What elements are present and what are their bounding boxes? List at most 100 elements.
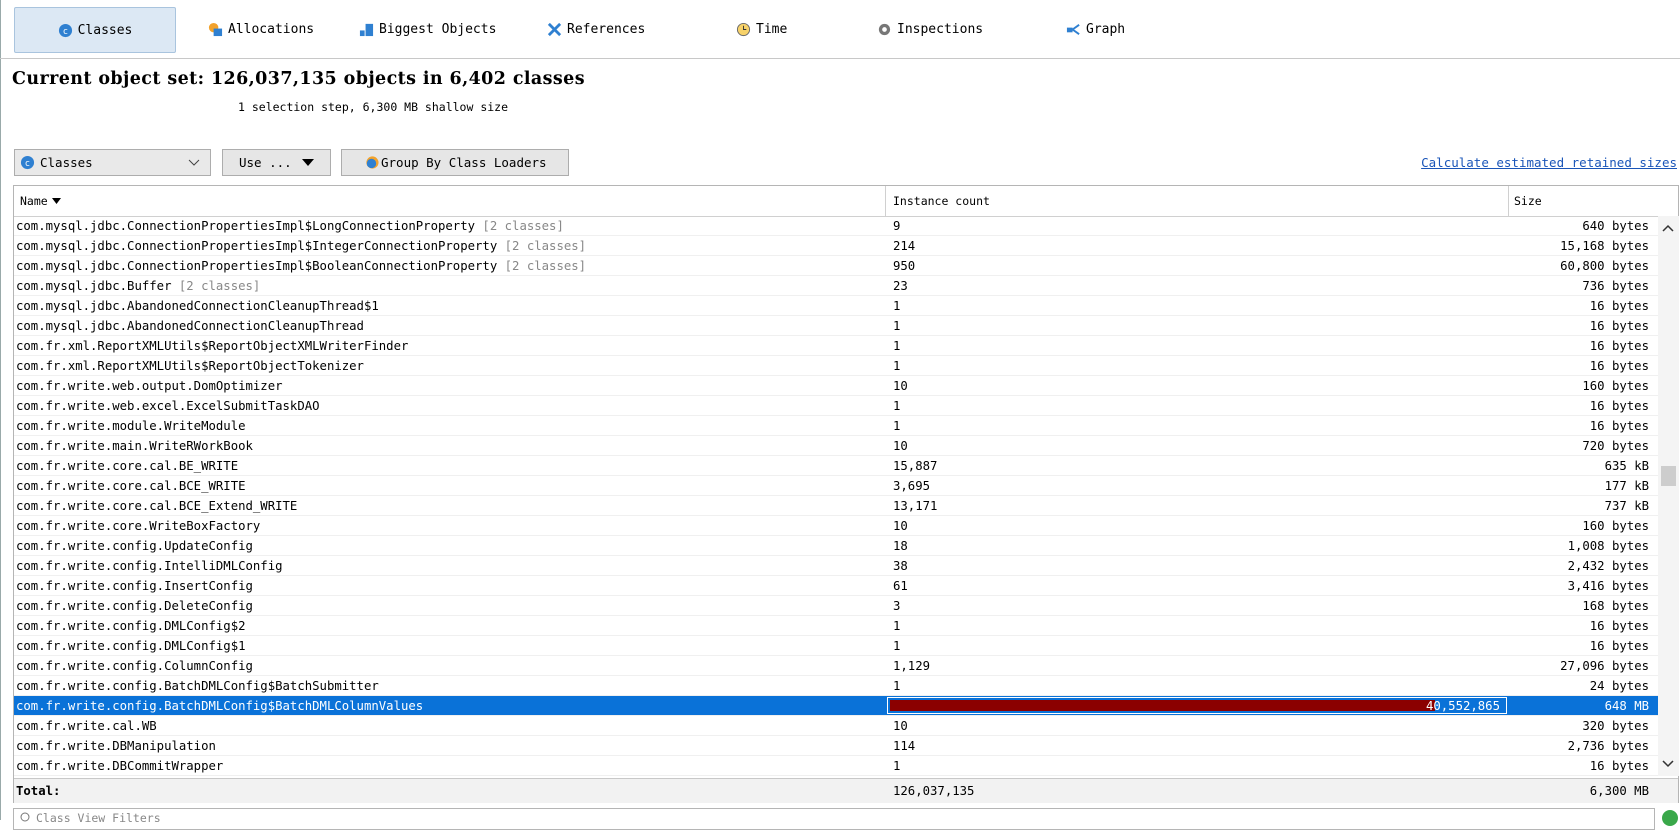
table-row[interactable]: com.fr.xml.ReportXMLUtils$ReportObjectXM… — [14, 336, 1658, 356]
instance-count: 10 — [893, 519, 908, 533]
table-row[interactable]: com.mysql.jdbc.ConnectionPropertiesImpl$… — [14, 256, 1658, 276]
class-name: com.mysql.jdbc.AbandonedConnectionCleanu… — [16, 299, 379, 313]
table-row[interactable]: com.fr.write.core.cal.BE_WRITE 15,887 635 … — [14, 456, 1658, 476]
table-row[interactable]: com.fr.write.config.ColumnConfig 1,129 27,… — [14, 656, 1658, 676]
subtitle: 1 selection step, 6,300 MB shallow size — [238, 100, 509, 114]
size: 2,432 bytes — [1567, 559, 1649, 573]
class-name: com.fr.write.config.DeleteConfig — [16, 599, 253, 613]
table-row[interactable]: com.fr.write.config.DMLConfig$1 1 16 bytes — [14, 636, 1658, 656]
column-header[interactable]: Name — [20, 194, 62, 208]
tab-label: Graph — [1086, 21, 1126, 37]
class-name-cell: com.fr.write.config.InsertConfig — [16, 576, 882, 596]
table-row[interactable]: com.fr.write.DBManipulation 114 2,736 byte… — [14, 736, 1658, 756]
instance-count: 61 — [893, 579, 908, 593]
instance-count: 15,887 — [893, 459, 938, 473]
left-edge — [0, 0, 1, 820]
instance-count-cell: 15,887 — [893, 456, 1503, 476]
instance-count: 1 — [893, 399, 901, 413]
table-row[interactable]: com.mysql.jdbc.ConnectionPropertiesImpl$… — [14, 216, 1658, 236]
scroll-down[interactable] — [1662, 760, 1674, 768]
class-name: com.mysql.jdbc.ConnectionPropertiesImpl$… — [16, 239, 498, 253]
class-name: com.fr.write.core.cal.BCE_WRITE — [16, 479, 246, 493]
scrollbar[interactable] — [1658, 216, 1679, 776]
dropdown-arrow — [188, 159, 200, 166]
size: 60,800 bytes — [1560, 259, 1649, 273]
instance-count-cell: 3 — [893, 596, 1503, 616]
table-row[interactable]: com.fr.xml.ReportXMLUtils$ReportObjectTo… — [14, 356, 1658, 376]
use-button[interactable]: Use ... — [222, 149, 331, 176]
tab[interactable]: c Classes — [14, 7, 176, 53]
size: 160 bytes — [1582, 379, 1649, 393]
table-row[interactable]: com.fr.write.config.IntelliDMLConfig 38 2,… — [14, 556, 1658, 576]
table-row[interactable]: com.mysql.jdbc.ConnectionPropertiesImpl$… — [14, 236, 1658, 256]
view-select[interactable]: c Classes — [14, 149, 211, 176]
svg-text:c: c — [63, 25, 68, 35]
size: 640 bytes — [1582, 219, 1649, 233]
instance-count-cell: 10 — [893, 376, 1503, 396]
tab[interactable]: Inspections — [877, 7, 983, 51]
icon — [359, 23, 374, 36]
table-row[interactable]: com.mysql.jdbc.AbandonedConnectionCleanu… — [14, 296, 1658, 316]
table-row[interactable]: com.fr.write.config.DeleteConfig 3 168 byt… — [14, 596, 1658, 616]
instance-count: 1 — [893, 419, 901, 433]
table-row[interactable]: com.fr.write.core.cal.BCE_WRITE 3,695 177 … — [14, 476, 1658, 496]
table-row[interactable]: com.fr.write.core.WriteBoxFactory 10 160 b… — [14, 516, 1658, 536]
table-row[interactable]: com.fr.write.web.output.DomOptimizer 10 16… — [14, 376, 1658, 396]
table-row[interactable]: com.fr.write.config.InsertConfig 61 3,416 … — [14, 576, 1658, 596]
instance-count: 1,129 — [893, 659, 931, 673]
instance-count: 1 — [893, 759, 901, 773]
instance-count-cell: 1 — [893, 336, 1503, 356]
instance-count-cell: 1 — [893, 636, 1503, 656]
size: 320 bytes — [1582, 719, 1649, 733]
size: 720 bytes — [1582, 439, 1649, 453]
table-row[interactable]: com.fr.write.main.WriteRWorkBook 10 720 by… — [14, 436, 1658, 456]
table-row[interactable]: com.fr.write.config.BatchDMLConfig$Batch… — [14, 696, 1658, 716]
class-name-cell: com.fr.write.DBCommitWrapper — [16, 756, 882, 776]
tab[interactable]: Allocations — [208, 7, 314, 51]
icon: c — [20, 155, 35, 170]
tab[interactable]: References — [547, 7, 645, 51]
column-header[interactable]: Instance count — [893, 194, 990, 208]
table-row[interactable]: com.fr.write.core.cal.BCE_Extend_WRITE 13… — [14, 496, 1658, 516]
tab[interactable]: Time — [736, 7, 787, 51]
scroll-thumb[interactable] — [1661, 466, 1676, 486]
column-header[interactable]: Size — [1514, 194, 1542, 208]
table-row[interactable]: com.fr.write.cal.WB 10 320 bytes — [14, 716, 1658, 736]
sort-arrow — [51, 198, 61, 204]
instance-count-cell: 3,695 — [893, 476, 1503, 496]
filter-box[interactable]: Class View Filters — [13, 808, 1655, 830]
table-row[interactable]: com.fr.write.module.WriteModule 1 16 bytes — [14, 416, 1658, 436]
instance-count: 950 — [893, 259, 916, 273]
class-name: com.fr.write.DBManipulation — [16, 739, 216, 753]
dropdown-arrow — [301, 158, 314, 166]
total-size: 6,300 MB — [1589, 784, 1649, 798]
instance-count-cell: 18 — [893, 536, 1503, 556]
group-button[interactable]: Group By Class Loaders — [341, 149, 569, 176]
class-name-cell: com.fr.write.web.output.DomOptimizer — [16, 376, 882, 396]
icon: c — [58, 23, 72, 37]
total-count: 126,037,135 — [893, 784, 975, 798]
scroll-up[interactable] — [1662, 224, 1674, 232]
class-count-note: [2 classes] — [504, 239, 587, 253]
svg-text:c: c — [25, 158, 30, 168]
size: 737 kB — [1604, 499, 1649, 513]
table-row[interactable]: com.fr.write.config.DMLConfig$2 1 16 bytes — [14, 616, 1658, 636]
table-row[interactable]: com.fr.write.config.UpdateConfig 18 1,008 … — [14, 536, 1658, 556]
class-name-cell: com.fr.xml.ReportXMLUtils$ReportObjectXM… — [16, 336, 882, 356]
size: 16 bytes — [1589, 639, 1649, 653]
tab[interactable]: Graph — [1066, 7, 1125, 51]
retained-sizes-link[interactable]: Calculate estimated retained sizes — [1421, 155, 1677, 170]
class-name-cell: com.fr.write.cal.WB — [16, 716, 882, 736]
table-row[interactable]: com.mysql.jdbc.Buffer [2 classes] 23 736 b… — [14, 276, 1658, 296]
class-name: com.mysql.jdbc.AbandonedConnectionCleanu… — [16, 319, 364, 333]
table-row[interactable]: com.fr.write.config.BatchDMLConfig$Batch… — [14, 676, 1658, 696]
class-name: com.mysql.jdbc.ConnectionPropertiesImpl$… — [16, 219, 476, 233]
tab[interactable]: Biggest Objects — [359, 7, 496, 51]
class-name: com.fr.write.config.BatchDMLConfig$Batch… — [16, 679, 379, 693]
class-name: com.fr.write.config.UpdateConfig — [16, 539, 253, 553]
table-row[interactable]: com.fr.write.DBCommitWrapper 1 16 bytes — [14, 756, 1658, 776]
instance-count: 1 — [893, 619, 901, 633]
table-row[interactable]: com.fr.write.web.excel.ExcelSubmitTaskDA… — [14, 396, 1658, 416]
filter-apply[interactable] — [1662, 810, 1678, 826]
table-row[interactable]: com.mysql.jdbc.AbandonedConnectionCleanu… — [14, 316, 1658, 336]
